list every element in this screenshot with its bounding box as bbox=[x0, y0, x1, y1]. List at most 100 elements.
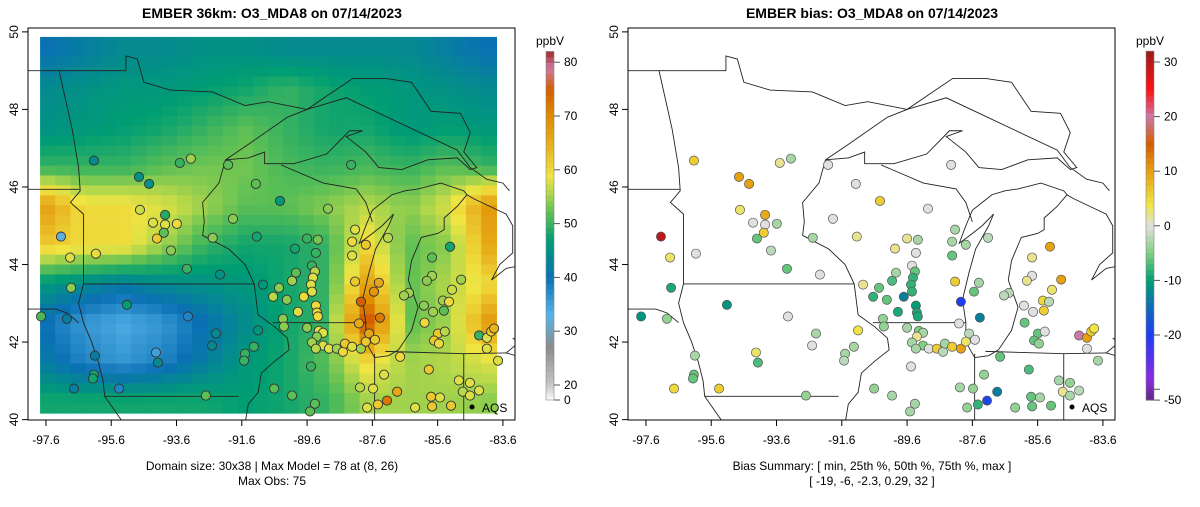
grid-cell bbox=[435, 106, 452, 117]
grid-cell bbox=[40, 86, 56, 97]
colorbar-swatch bbox=[546, 332, 554, 339]
grid-cell bbox=[237, 106, 254, 117]
grid-cell bbox=[176, 56, 193, 68]
grid-cell bbox=[70, 106, 87, 117]
grid-cell bbox=[116, 264, 132, 276]
grid-cell bbox=[192, 333, 208, 345]
grid-cell bbox=[481, 254, 497, 266]
grid-cell bbox=[465, 294, 482, 305]
grid-cell bbox=[237, 155, 254, 167]
grid-cell bbox=[237, 373, 254, 384]
grid-cell bbox=[344, 66, 361, 78]
grid-cell bbox=[298, 175, 315, 186]
obs-station-point bbox=[251, 231, 262, 242]
bias-station-point bbox=[964, 328, 975, 339]
grid-cell bbox=[176, 304, 193, 315]
grid-cell bbox=[435, 353, 452, 365]
grid-cell bbox=[146, 185, 163, 196]
grid-cell bbox=[70, 46, 87, 58]
grid-cell bbox=[465, 254, 482, 266]
grid-cell bbox=[207, 175, 224, 186]
bias-station-point bbox=[954, 318, 964, 329]
grid-cell bbox=[40, 343, 56, 355]
colorbar-swatch bbox=[546, 393, 554, 395]
grid-cell bbox=[161, 264, 178, 276]
grid-cell bbox=[329, 46, 345, 58]
grid-cell bbox=[237, 215, 254, 226]
colorbar-swatch bbox=[1146, 335, 1154, 339]
grid-cell bbox=[100, 323, 117, 335]
colorbar-swatch bbox=[546, 396, 554, 399]
grid-cell bbox=[359, 304, 376, 315]
grid-cell bbox=[237, 205, 254, 216]
colorbar-swatch bbox=[1146, 368, 1154, 372]
bias-station-point bbox=[892, 306, 903, 317]
grid-cell bbox=[329, 195, 345, 206]
grid-cell bbox=[253, 116, 269, 127]
obs-stations bbox=[36, 153, 504, 417]
model-grid bbox=[40, 36, 497, 414]
obs-station-point bbox=[133, 171, 145, 182]
grid-cell bbox=[481, 284, 497, 295]
grid-cell bbox=[40, 224, 56, 236]
grid-cell bbox=[344, 46, 361, 58]
grid-cell bbox=[253, 373, 269, 384]
colorbar-swatch bbox=[546, 396, 554, 398]
bias-station-point bbox=[912, 234, 923, 245]
colorbar-swatch bbox=[546, 388, 554, 390]
grid-cell bbox=[55, 175, 72, 186]
bias-station-point bbox=[1093, 355, 1103, 366]
grid-cell bbox=[405, 155, 421, 167]
grid-cell bbox=[100, 403, 117, 414]
grid-cell bbox=[146, 125, 163, 137]
grid-cell bbox=[100, 333, 117, 345]
grid-cell bbox=[298, 165, 315, 177]
grid-cell bbox=[359, 106, 376, 117]
bias-station-point bbox=[999, 290, 1009, 301]
x-tick-label: -97.6 bbox=[632, 433, 660, 447]
grid-cell bbox=[283, 323, 300, 335]
grid-cell bbox=[116, 145, 132, 157]
bias-station-point bbox=[760, 209, 771, 220]
grid-cell bbox=[116, 116, 132, 127]
grid-cell bbox=[176, 205, 193, 216]
grid-cell bbox=[344, 125, 361, 137]
grid-cell bbox=[465, 333, 482, 345]
colorbar-swatch bbox=[546, 391, 554, 393]
obs-station-point bbox=[474, 385, 485, 396]
grid-cell bbox=[405, 254, 421, 266]
grid-cell bbox=[420, 96, 437, 107]
grid-cell bbox=[389, 76, 406, 88]
colorbar-swatch bbox=[1146, 377, 1154, 381]
obs-station-point bbox=[151, 233, 162, 244]
grid-cell bbox=[253, 165, 269, 177]
grid-cell bbox=[313, 165, 330, 177]
colorbar-swatch bbox=[546, 167, 554, 174]
grid-cell bbox=[192, 195, 208, 206]
grid-cell bbox=[192, 96, 208, 107]
grid-cell bbox=[55, 254, 72, 266]
grid-cell bbox=[313, 353, 330, 365]
grid-cell bbox=[450, 403, 467, 414]
colorbar-swatch bbox=[1146, 252, 1154, 259]
grid-cell bbox=[420, 86, 437, 97]
grid-cell bbox=[237, 145, 254, 157]
grid-cell bbox=[176, 145, 193, 157]
grid-cell bbox=[329, 224, 345, 236]
grid-cell bbox=[222, 314, 239, 325]
grid-cell bbox=[207, 304, 224, 315]
grid-cell bbox=[55, 46, 72, 58]
grid-cell bbox=[450, 304, 467, 315]
obs-station-point bbox=[302, 233, 313, 244]
grid-cell bbox=[298, 145, 315, 157]
grid-cell bbox=[176, 86, 193, 97]
grid-cell bbox=[222, 145, 239, 157]
colorbar-swatch bbox=[1146, 286, 1154, 293]
grid-cell bbox=[465, 373, 482, 384]
bias-station-point bbox=[983, 232, 993, 243]
grid-cell bbox=[420, 36, 437, 48]
grid-cell bbox=[420, 323, 437, 335]
grid-cell bbox=[389, 96, 406, 107]
grid-cell bbox=[100, 175, 117, 186]
grid-cell bbox=[40, 333, 56, 345]
